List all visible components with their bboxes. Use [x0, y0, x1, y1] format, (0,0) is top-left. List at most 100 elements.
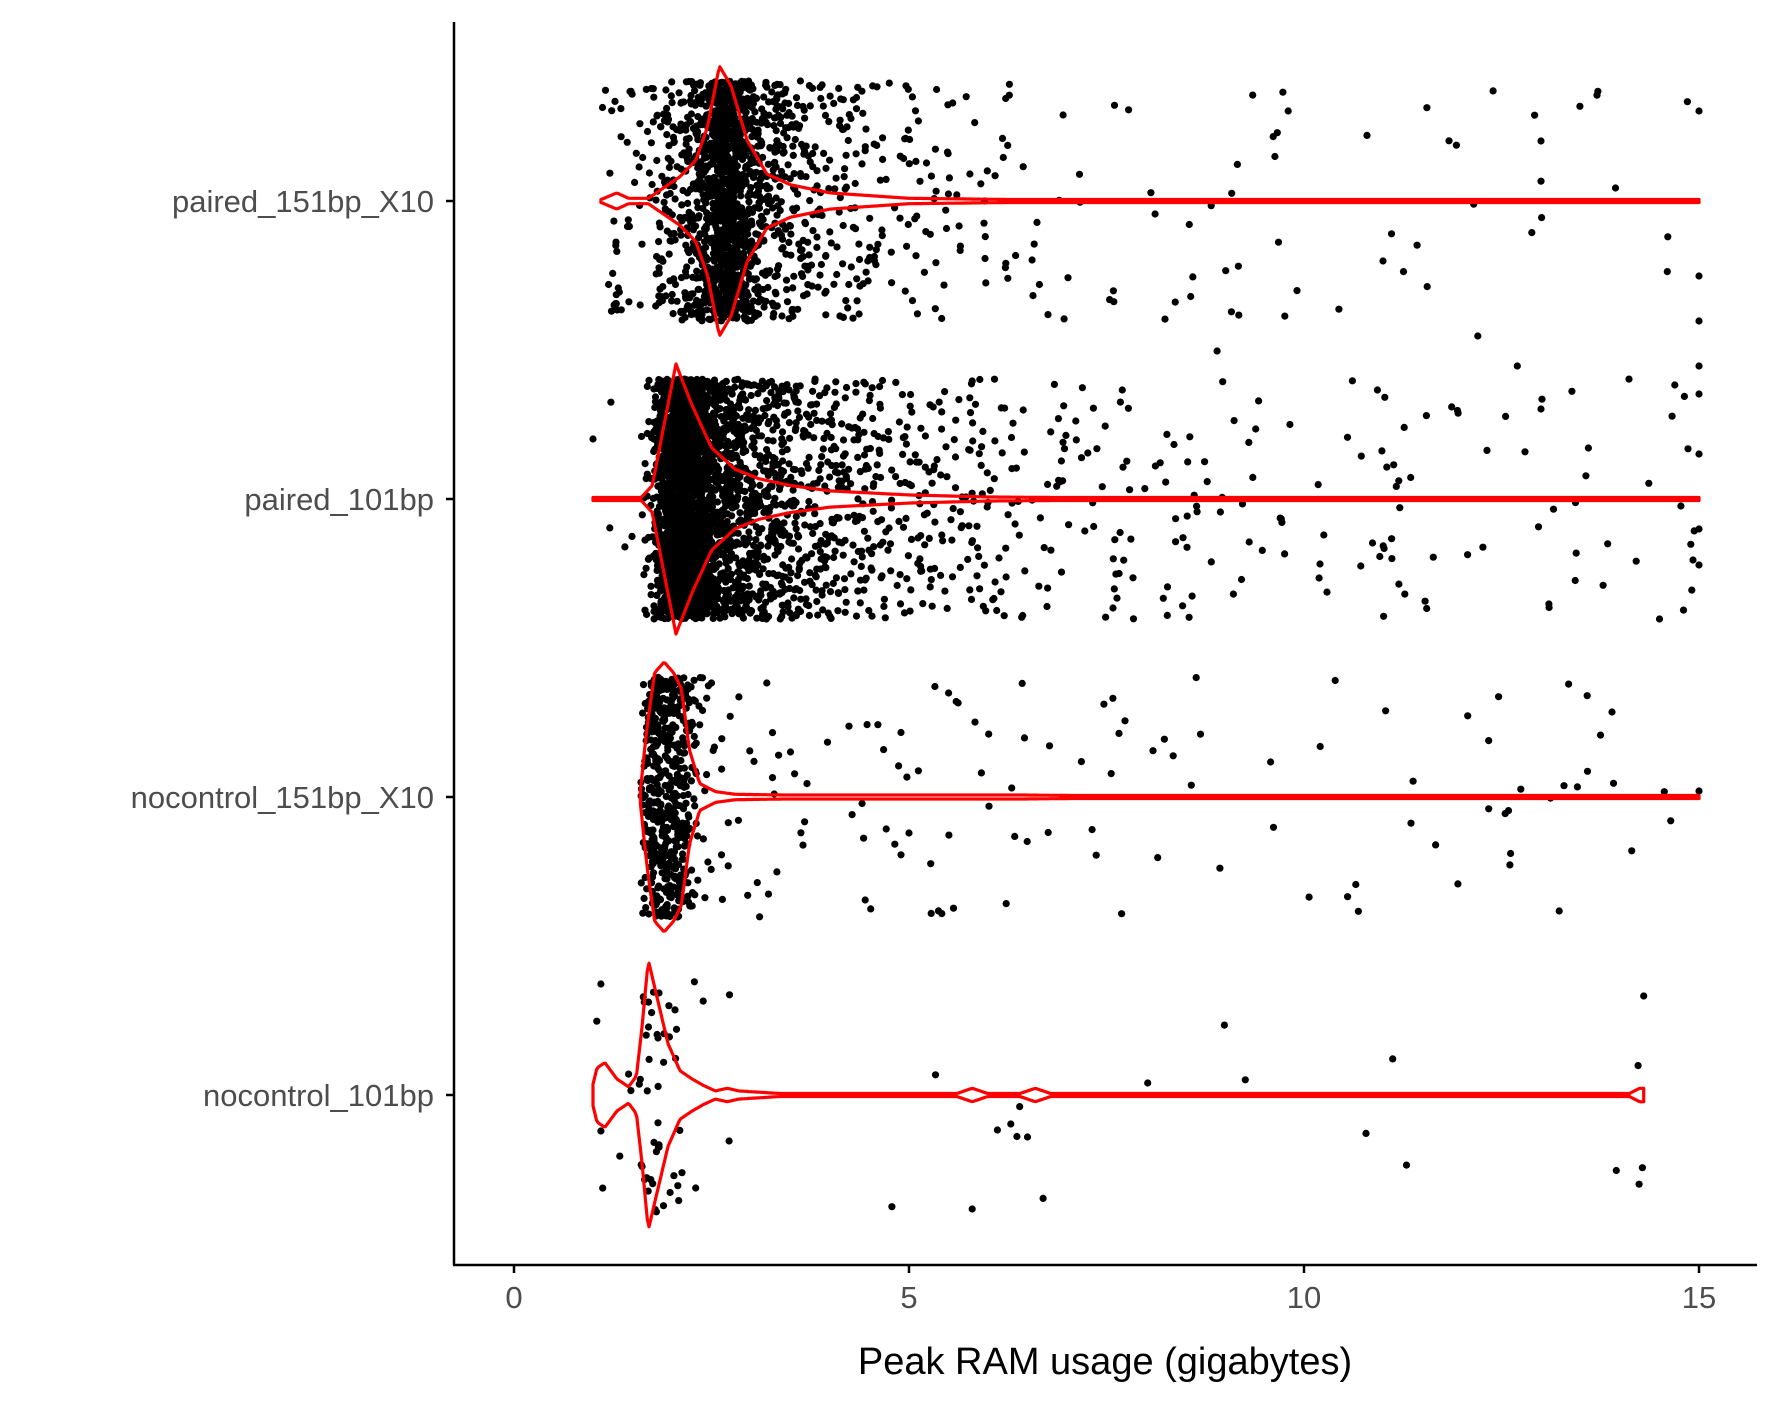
data-point [779, 149, 787, 157]
data-point [896, 214, 904, 222]
data-point [664, 154, 672, 162]
data-point [932, 259, 940, 267]
data-point [670, 548, 679, 556]
data-point [1162, 478, 1170, 486]
data-point [632, 149, 640, 157]
data-point [801, 521, 809, 529]
data-point [749, 412, 758, 420]
data-point [801, 218, 809, 226]
data-point [670, 502, 678, 511]
data-point [720, 111, 728, 119]
data-point [1448, 403, 1456, 411]
data-point [830, 534, 838, 542]
data-point [976, 585, 984, 593]
data-point [697, 435, 705, 443]
data-point [695, 285, 703, 293]
data-point [1222, 267, 1230, 275]
data-point [879, 155, 887, 163]
data-point [1464, 551, 1472, 559]
data-point [711, 119, 719, 127]
data-point [709, 433, 718, 441]
data-point [721, 613, 729, 621]
data-point [755, 204, 764, 212]
data-point [1237, 575, 1246, 584]
data-point [683, 414, 691, 422]
data-point [1021, 567, 1029, 575]
data-point [617, 133, 625, 141]
data-point [723, 464, 731, 472]
data-point [1274, 238, 1283, 246]
data-point [852, 105, 861, 113]
data-point [858, 87, 866, 95]
data-point [783, 134, 791, 142]
data-point [995, 554, 1003, 562]
data-point [687, 501, 695, 509]
data-point [816, 548, 824, 556]
data-point [840, 575, 849, 583]
data-point [932, 187, 940, 195]
data-point [826, 228, 834, 236]
data-point [723, 89, 732, 97]
data-point [684, 199, 692, 207]
data-point [1019, 163, 1027, 171]
data-point [1689, 556, 1697, 564]
data-point [755, 219, 764, 227]
data-point [845, 280, 853, 289]
data-point [1489, 87, 1497, 95]
data-point [695, 234, 703, 242]
data-point [892, 473, 900, 481]
data-point [743, 317, 752, 325]
data-point [759, 405, 767, 413]
data-point [824, 458, 832, 466]
data-point [732, 583, 740, 591]
data-point [696, 176, 704, 184]
data-point [684, 433, 692, 441]
data-point-outlier [1213, 347, 1221, 355]
data-point [1129, 574, 1137, 582]
data-point [836, 312, 844, 320]
data-point [713, 217, 721, 225]
data-point [816, 271, 824, 279]
data-point [1001, 404, 1009, 412]
data-point [953, 191, 961, 199]
data-point [724, 175, 732, 183]
data-point [802, 460, 811, 468]
data-point [747, 391, 755, 400]
data-point [895, 418, 904, 426]
data-point [1110, 585, 1118, 593]
data-point [716, 180, 725, 189]
data-point [675, 428, 684, 436]
data-point [1677, 502, 1685, 510]
data-point [647, 139, 656, 147]
data-point [1075, 170, 1084, 178]
data-point [833, 243, 841, 251]
data-point [1005, 80, 1014, 88]
data-point [744, 412, 753, 420]
data-point [1072, 417, 1080, 425]
data-point [813, 167, 821, 175]
data-point [1012, 251, 1020, 260]
data-point [1688, 586, 1696, 594]
data-point [900, 609, 909, 617]
data-point [684, 461, 692, 469]
data-point [754, 547, 762, 556]
data-point [811, 377, 819, 385]
data-point [908, 297, 917, 305]
data-point [739, 557, 747, 565]
data-point [847, 570, 855, 578]
data-point [685, 77, 693, 86]
data-point [1668, 412, 1676, 420]
data-point [734, 375, 742, 383]
data-point [696, 81, 704, 89]
data-point [1044, 311, 1052, 319]
data-point [1008, 465, 1016, 473]
data-point [874, 240, 882, 248]
data-point [826, 473, 834, 481]
data-point [730, 604, 739, 612]
data-point [1229, 590, 1237, 598]
data-point [1348, 377, 1356, 385]
data-point [678, 401, 686, 409]
data-point [908, 408, 916, 416]
data-point [808, 401, 816, 409]
data-point [836, 116, 844, 124]
